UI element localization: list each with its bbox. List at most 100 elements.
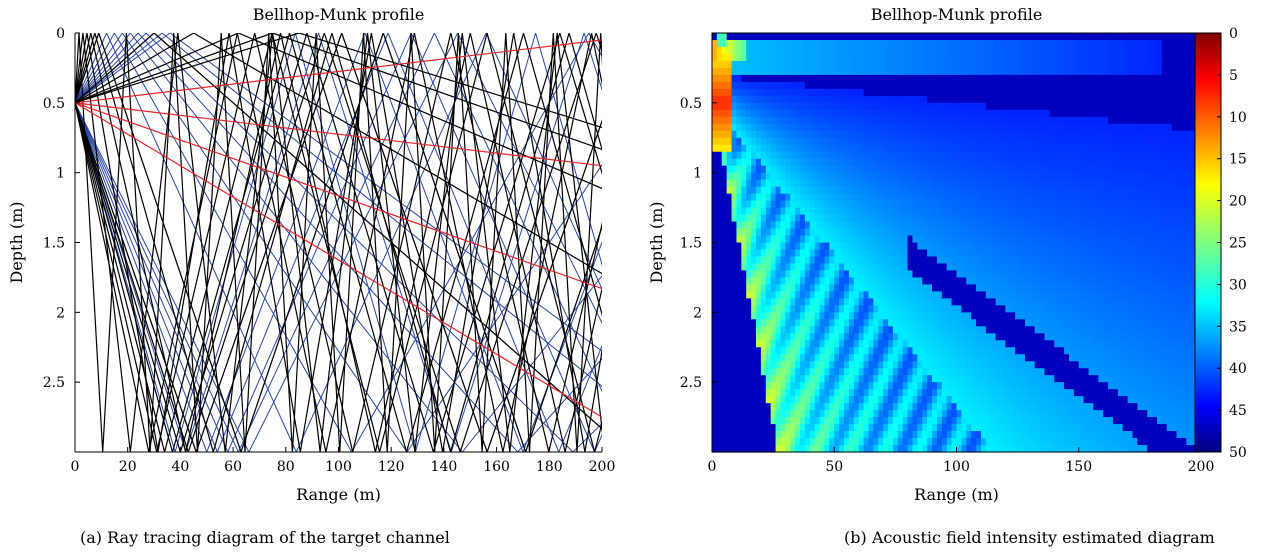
heatmap-cell [780, 256, 786, 265]
heatmap-cell [1005, 116, 1011, 125]
heatmap-cell [746, 249, 752, 258]
heatmap-cell [1034, 368, 1041, 376]
heatmap-cell [712, 109, 718, 118]
heatmap-cell [956, 235, 962, 244]
ray-path [75, 33, 602, 452]
heatmap-cell [751, 81, 757, 90]
heatmap-cell [731, 382, 738, 390]
heatmap-cell [775, 207, 782, 216]
heatmap-cell [892, 438, 899, 446]
heatmap-cell [853, 123, 860, 132]
heatmap-cell [824, 60, 830, 69]
heatmap-cell [927, 417, 933, 425]
heatmap-cell [795, 403, 801, 411]
heatmap-cell [1073, 319, 1080, 327]
heatmap-cell [751, 312, 757, 320]
heatmap-cell [980, 438, 987, 446]
heatmap-cell [1098, 116, 1104, 125]
heatmap-cell [902, 179, 909, 188]
heatmap-cell [785, 95, 791, 104]
heatmap-cell [863, 200, 870, 209]
heatmap-cell [1059, 33, 1065, 41]
heatmap-cell [1059, 382, 1065, 390]
heatmap-cell [741, 291, 747, 299]
heatmap-cell [995, 277, 1002, 285]
heatmap-cell [736, 158, 742, 167]
heatmap-cell [1020, 172, 1026, 181]
heatmap-cell [976, 326, 982, 334]
heatmap-cell [922, 347, 928, 355]
heatmap-cell [966, 228, 972, 237]
heatmap-cell [1049, 333, 1055, 341]
heatmap-cell [1000, 333, 1006, 341]
heatmap-cell [946, 347, 953, 355]
heatmap-cell [829, 186, 835, 195]
heatmap-cell [804, 88, 811, 97]
heatmap-cell [1108, 354, 1114, 362]
heatmap-cell [1098, 438, 1104, 446]
heatmap-cell [917, 46, 923, 55]
heatmap-cell [897, 137, 904, 146]
heatmap-cell [751, 235, 757, 244]
heatmap-cell [1010, 46, 1016, 55]
heatmap-cell [785, 228, 791, 237]
heatmap-cell [1108, 172, 1114, 181]
heatmap-cell [1010, 298, 1016, 306]
heatmap-cell [1059, 270, 1065, 279]
heatmap-cell [1039, 298, 1046, 306]
heatmap-cell [907, 284, 914, 292]
heatmap-cell [721, 67, 728, 76]
heatmap-cell [961, 263, 967, 272]
heatmap-cell [1034, 81, 1041, 90]
heatmap-cell [1054, 33, 1060, 41]
heatmap-cell [922, 424, 928, 432]
heatmap-cell [770, 74, 777, 83]
heatmap-cell [932, 88, 938, 97]
heatmap-cell [760, 235, 767, 244]
heatmap-cell [834, 179, 840, 188]
heatmap-cell [976, 33, 982, 41]
ray-path [75, 33, 602, 452]
heatmap-cell [883, 172, 889, 181]
heatmap-cell [941, 445, 948, 453]
heatmap-cell [726, 256, 733, 265]
heatmap-cell [858, 291, 865, 299]
heatmap-cell [917, 95, 923, 104]
heatmap-cell [902, 158, 909, 167]
heatmap-cell [829, 53, 835, 62]
heatmap-cell [897, 109, 904, 118]
heatmap-cell [888, 207, 894, 216]
heatmap-cell [1034, 354, 1041, 362]
heatmap-cell [961, 67, 967, 76]
heatmap-cell [736, 242, 742, 251]
heatmap-cell [770, 67, 777, 76]
heatmap-cell [946, 33, 953, 41]
heatmap-cell [932, 361, 938, 369]
heatmap-cell [892, 137, 899, 146]
heatmap-cell [966, 137, 972, 146]
heatmap-cell [902, 33, 909, 41]
heatmap-cell [790, 130, 796, 139]
heatmap-cell [770, 389, 777, 397]
heatmap-cell [800, 242, 806, 251]
heatmap-cell [795, 235, 801, 244]
heatmap-cell [1068, 312, 1075, 320]
heatmap-cell [912, 277, 918, 285]
heatmap-cell [990, 137, 997, 146]
heatmap-cell [1020, 33, 1026, 41]
heatmap-cell [804, 389, 811, 397]
heatmap-cell [892, 81, 899, 90]
heatmap-cell [1000, 221, 1006, 230]
heatmap-cell [736, 67, 742, 76]
heatmap-cell [839, 221, 845, 230]
heatmap-cell [726, 33, 733, 41]
heatmap-cell [1029, 382, 1036, 390]
heatmap-cell [1088, 249, 1095, 258]
heatmap-cell [848, 284, 855, 292]
heatmap-cell [780, 221, 786, 230]
heatmap-cell [985, 207, 992, 216]
heatmap-cell [716, 396, 723, 404]
heatmap-cell [976, 137, 982, 146]
heatmap-cell [1059, 340, 1065, 348]
heatmap-cell [716, 46, 723, 55]
